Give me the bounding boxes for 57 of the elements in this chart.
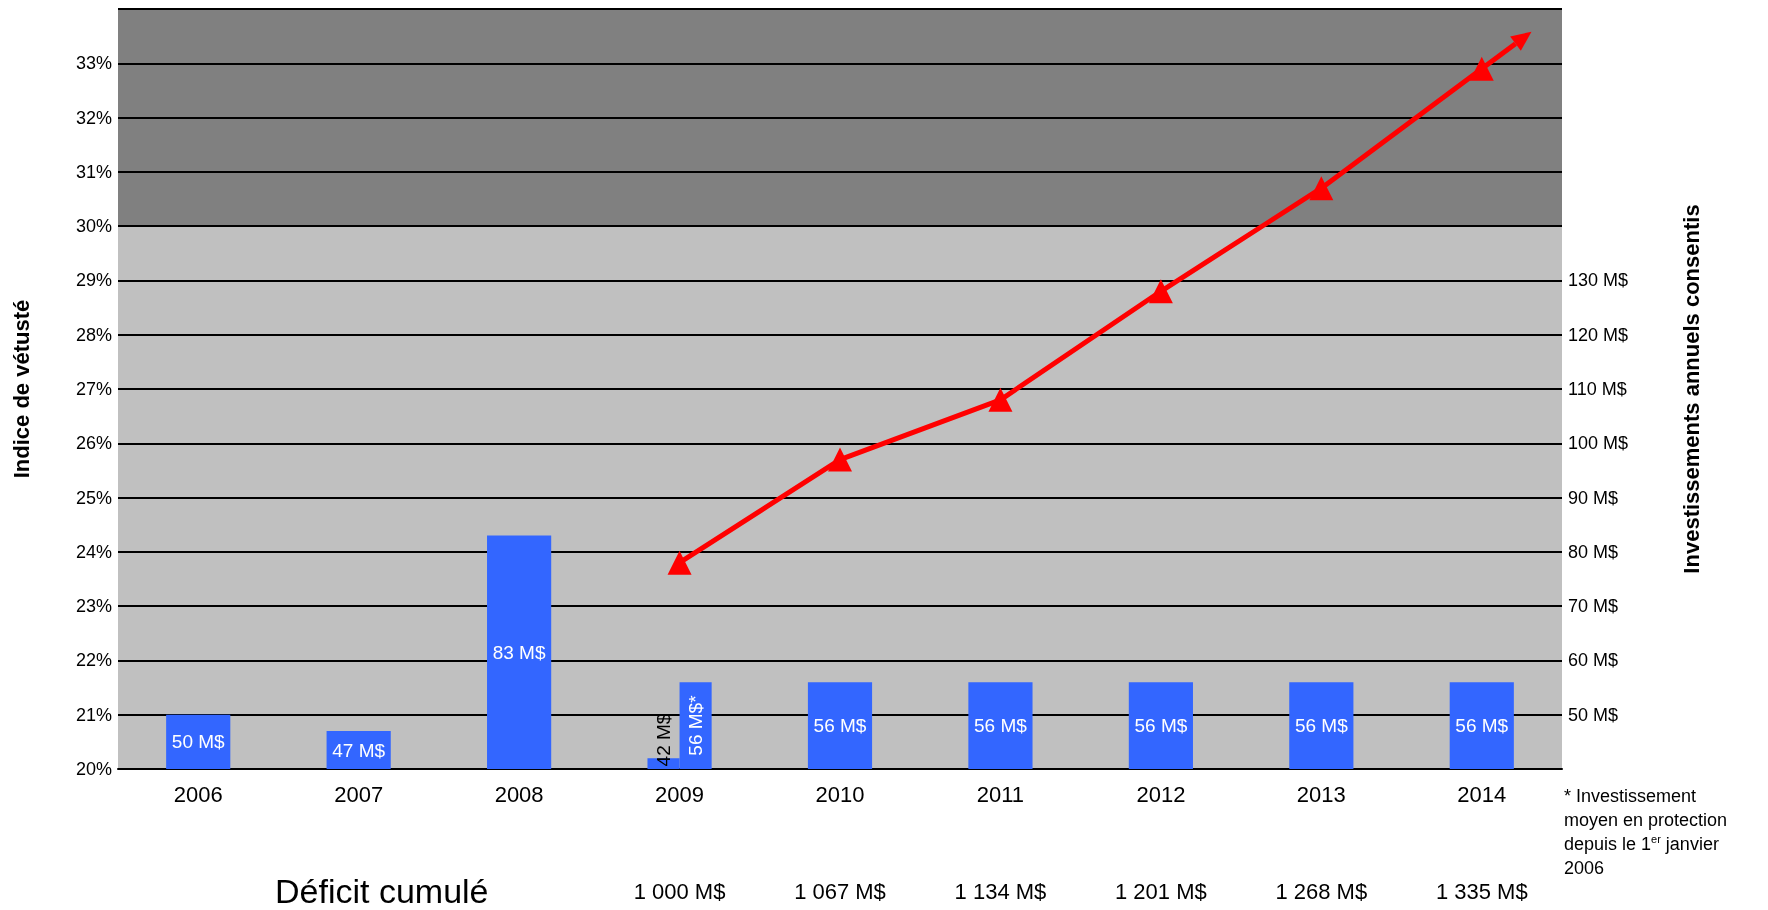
- point: [828, 447, 852, 472]
- data-label: 56 M$: [974, 715, 1028, 737]
- y-tick-label: 29%: [75, 270, 112, 291]
- data-label: 56 M$: [1455, 715, 1509, 737]
- point: [667, 550, 692, 575]
- text: * Investissement moyen en protection depuis le 1$^{er}$ janvier 2006: [1564, 786, 1728, 878]
- x-tick-label: 2007: [334, 781, 384, 807]
- data-label: 47 M$: [332, 739, 386, 761]
- y-tick-label: 31%: [75, 161, 112, 182]
- y-tick-label: 32%: [75, 107, 112, 128]
- x-tick-label: 2012: [1136, 781, 1186, 807]
- y2-tick-label: 130 M$: [1568, 270, 1629, 291]
- text: 1 201 M$: [1115, 878, 1207, 904]
- y2-tick-label: 110 M$: [1568, 379, 1627, 399]
- y-tick-label: 24%: [75, 541, 112, 562]
- y-tick-label: 20%: [75, 759, 112, 779]
- y2-tick-label: 90 M$: [1568, 487, 1619, 508]
- x-tick-label: 2014: [1457, 781, 1507, 807]
- x-tick-label: 2011: [976, 781, 1025, 807]
- data-label: 56 M$: [1294, 715, 1349, 737]
- x-tick-label: 2013: [1296, 781, 1346, 807]
- y-axis-title: Indice de vétusté: [8, 299, 34, 479]
- text: 1 268 M$: [1275, 878, 1368, 904]
- text: 1 067 M$: [794, 878, 886, 904]
- data-label: 56 M$: [1134, 715, 1188, 737]
- y-tick-label: 33%: [75, 53, 112, 74]
- text: 1 335 M$: [1435, 878, 1528, 904]
- text: Déficit cumulé: [275, 872, 489, 910]
- y2-tick-label: 70 M$: [1568, 596, 1619, 617]
- x-tick-label: 2010: [815, 781, 865, 807]
- y-tick-label: 23%: [75, 596, 112, 617]
- y2-tick-label: 60 M$: [1568, 650, 1619, 671]
- data-label: 56 M$*: [685, 694, 707, 756]
- text: 1 134 M$: [954, 878, 1047, 904]
- point: [988, 387, 1013, 412]
- data-label: 56 M$: [813, 715, 867, 737]
- y2-axis-title: Investissements annuels consentis: [1678, 204, 1704, 574]
- data-label: 83 M$: [492, 641, 546, 663]
- x-tick-label: 2009: [655, 781, 705, 807]
- point: [1309, 176, 1334, 201]
- y-tick-label: 25%: [75, 487, 112, 508]
- y-tick-label: 26%: [75, 433, 112, 454]
- data-label: 50 M$: [171, 731, 226, 753]
- y-tick-label: 30%: [75, 216, 112, 237]
- x-tick-label: 2008: [494, 781, 544, 807]
- y2-tick-label: 120 M$: [1568, 324, 1629, 345]
- y2-tick-label: 100 M$: [1568, 433, 1629, 454]
- point: [1469, 56, 1494, 81]
- y-tick-label: 22%: [75, 650, 112, 671]
- point: [1148, 279, 1173, 304]
- y-tick-label: 21%: [75, 704, 112, 725]
- y2-tick-label: 80 M$: [1568, 541, 1619, 562]
- y2-tick-label: 50 M$: [1568, 704, 1619, 725]
- x-tick-label: 2006: [173, 781, 223, 807]
- text: 1 000 M$: [633, 878, 726, 904]
- y-tick-label: 27%: [75, 379, 112, 399]
- y-tick-label: 28%: [75, 324, 112, 345]
